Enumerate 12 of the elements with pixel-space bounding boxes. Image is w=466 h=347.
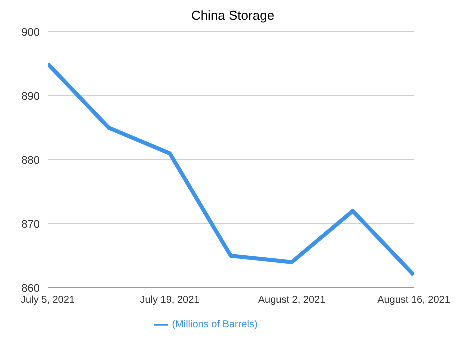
y-tick-label: 900	[22, 26, 40, 39]
y-tick-label: 890	[22, 90, 40, 103]
x-tick-label: July 19, 2021	[140, 295, 200, 306]
y-tick-label: 880	[22, 154, 40, 167]
y-tick-label: 870	[22, 218, 40, 231]
x-tick-label: August 16, 2021	[378, 295, 451, 306]
y-tick-label: 860	[22, 282, 40, 295]
legend-label: (Millions of Barrels)	[172, 320, 258, 331]
line-series	[48, 62, 414, 278]
chart-title: China Storage	[190, 8, 276, 23]
x-tick-label: July 5, 2021	[21, 295, 76, 306]
x-tick-label: August 2, 2021	[258, 295, 326, 306]
